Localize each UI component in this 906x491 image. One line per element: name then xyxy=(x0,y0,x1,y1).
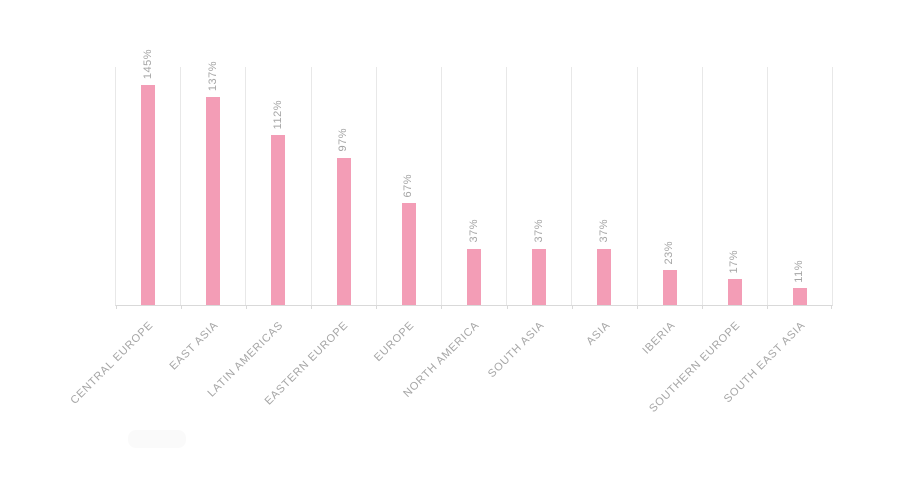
bar-value-label: 145% xyxy=(141,49,154,80)
axis-tick xyxy=(506,305,508,309)
bar xyxy=(597,248,612,305)
chart-column: 37% xyxy=(506,67,571,305)
bar-value-label: 23% xyxy=(663,240,676,265)
axis-tick xyxy=(571,305,573,309)
axis-tick xyxy=(246,305,248,309)
watermark-smudge xyxy=(128,430,186,448)
chart-column: 17% xyxy=(701,67,767,305)
bar xyxy=(662,270,677,305)
chart-column: 23% xyxy=(636,67,702,305)
axis-tick xyxy=(116,305,117,309)
x-axis-category-label: SOUTH ASIA xyxy=(486,319,548,381)
plot-area: 145% 137% 112% 97% 67% 37% 37% 37% 23% 17% 11% xyxy=(115,49,833,309)
chart-column: 112% xyxy=(245,67,310,305)
axis-tick xyxy=(766,305,768,309)
bar-value-label: 137% xyxy=(206,61,219,92)
bar-value-label: 37% xyxy=(532,219,545,243)
bar xyxy=(206,97,221,305)
chart-column: 37% xyxy=(571,67,636,305)
chart-column: 37% xyxy=(440,67,506,305)
x-axis-category-label: EUROPE xyxy=(371,319,417,365)
axis-tick xyxy=(441,305,443,309)
x-axis-category-label: ASIA xyxy=(583,319,613,348)
axis-tick xyxy=(376,305,378,309)
bar xyxy=(727,279,742,305)
chart-column: 145% xyxy=(116,49,180,305)
bar xyxy=(792,288,807,305)
x-axis-category-label: LATIN AMERICAS xyxy=(205,319,286,400)
bar-value-label: 17% xyxy=(728,249,741,274)
x-axis-category-label: EAST ASIA xyxy=(167,319,221,373)
chart-column: 11% xyxy=(766,67,832,305)
bar xyxy=(141,85,156,305)
bar xyxy=(401,203,416,305)
axis-tick xyxy=(636,305,638,309)
bar-value-label: 67% xyxy=(402,173,415,198)
axis-tick xyxy=(831,305,832,309)
bar-value-label: 11% xyxy=(793,259,806,283)
x-axis-category-label: EASTERN EUROPE xyxy=(263,319,352,408)
axis-tick xyxy=(311,305,313,309)
bar xyxy=(271,135,286,305)
x-axis-labels: CENTRAL EUROPE EAST ASIA LATIN AMERICAS EAS… xyxy=(68,306,833,456)
chart-column: 137% xyxy=(180,61,245,305)
bar-value-label: 37% xyxy=(597,219,610,243)
axis-tick xyxy=(181,305,183,309)
x-axis-category-label: SOUTH EAST ASIA xyxy=(722,319,809,406)
bar xyxy=(532,248,547,305)
x-axis-category-label: NORTH AMERICA xyxy=(401,319,482,400)
bar-value-label: 37% xyxy=(467,219,480,243)
x-axis-category-label: CENTRAL EUROPE xyxy=(67,319,156,407)
bar-value-label: 97% xyxy=(337,128,350,152)
bar-value-label: 112% xyxy=(271,99,284,130)
chart-column: 67% xyxy=(375,67,441,305)
bar xyxy=(467,248,482,305)
bar xyxy=(336,157,351,305)
x-axis-category-label: SOUTHERN EUROPE xyxy=(647,319,743,415)
x-axis-category-label: IBERIA xyxy=(640,319,678,357)
axis-tick xyxy=(701,305,703,309)
chart-column: 97% xyxy=(310,67,376,305)
